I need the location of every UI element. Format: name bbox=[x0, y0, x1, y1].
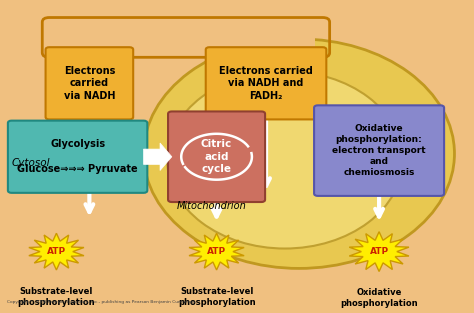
Text: Glycolysis

Glucose⇒⇒⇒ Pyruvate: Glycolysis Glucose⇒⇒⇒ Pyruvate bbox=[17, 139, 138, 174]
Text: Electrons carried
via NADH and
FADH₂: Electrons carried via NADH and FADH₂ bbox=[219, 66, 313, 101]
Ellipse shape bbox=[144, 39, 455, 269]
FancyBboxPatch shape bbox=[206, 47, 326, 120]
Polygon shape bbox=[349, 232, 409, 271]
Text: Substrate-level
phosphorylation: Substrate-level phosphorylation bbox=[18, 287, 95, 307]
FancyBboxPatch shape bbox=[8, 121, 147, 193]
FancyBboxPatch shape bbox=[56, 25, 316, 48]
Text: Substrate-level
phosphorylation: Substrate-level phosphorylation bbox=[178, 287, 255, 307]
Polygon shape bbox=[29, 233, 84, 270]
Polygon shape bbox=[144, 143, 172, 171]
Text: ATP: ATP bbox=[47, 247, 66, 256]
Ellipse shape bbox=[167, 71, 402, 249]
Text: Electrons
carried
via NADH: Electrons carried via NADH bbox=[64, 66, 115, 101]
FancyBboxPatch shape bbox=[46, 47, 133, 120]
FancyBboxPatch shape bbox=[168, 111, 265, 202]
Text: Copyright © 2008 Pearson Education, Inc., publishing as Pearson Benjamin Cumming: Copyright © 2008 Pearson Education, Inc.… bbox=[7, 300, 195, 304]
Text: ATP: ATP bbox=[207, 247, 226, 256]
Polygon shape bbox=[189, 233, 244, 270]
Text: Cytosol: Cytosol bbox=[12, 158, 50, 168]
FancyBboxPatch shape bbox=[314, 105, 444, 196]
Text: Mitochondrion: Mitochondrion bbox=[176, 201, 246, 211]
Text: Oxidative
phosphorylation:
electron transport
and
chemiosmosis: Oxidative phosphorylation: electron tran… bbox=[332, 124, 426, 177]
Text: ATP: ATP bbox=[370, 247, 389, 256]
Text: Citric
acid
cycle: Citric acid cycle bbox=[201, 139, 232, 174]
Text: Oxidative
phosphorylation: Oxidative phosphorylation bbox=[340, 288, 418, 308]
